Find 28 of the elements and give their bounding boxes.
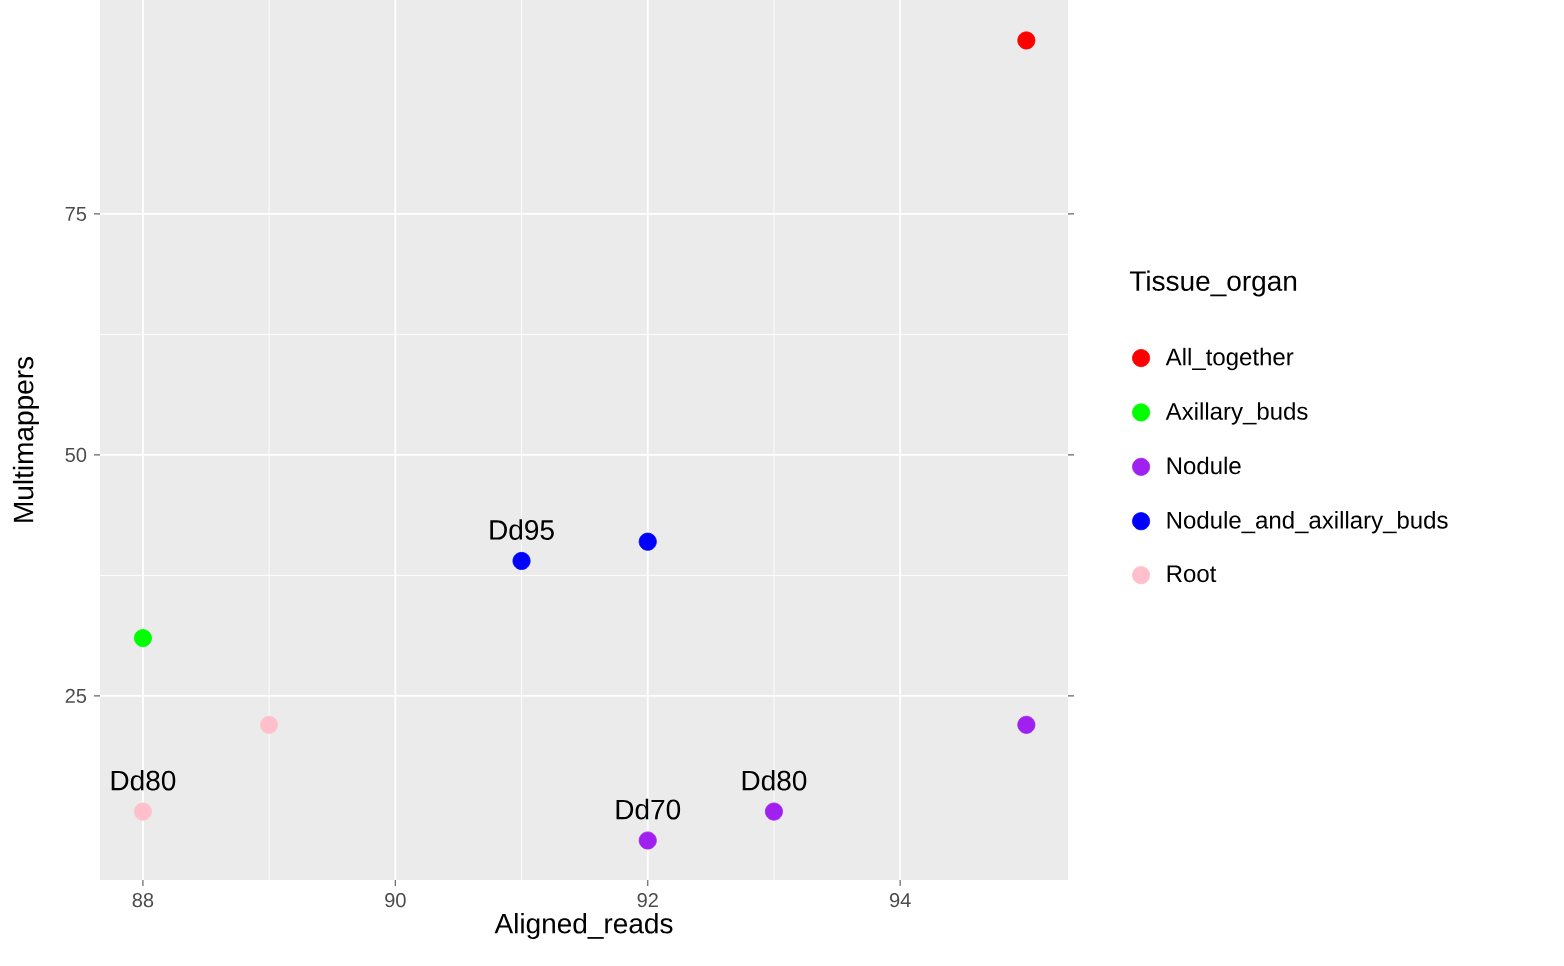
point [133, 802, 152, 821]
y-axis-title: Multimappers [12, 357, 39, 522]
annotation: Dd80 [111, 769, 176, 791]
x-tick-label: 88 [132, 893, 154, 908]
y-tick-label: 75 [65, 206, 87, 221]
legend-label: Axillary_buds [1165, 402, 1308, 425]
x-tick-label: 94 [889, 893, 911, 908]
legend-label: Nodule_and_axillary_buds [1167, 511, 1448, 534]
point [638, 532, 657, 551]
x-axis-title: Aligned_reads [494, 912, 673, 940]
legend-label: Nodule [1167, 456, 1241, 475]
y-tick-label: 25 [65, 688, 87, 703]
point [260, 715, 279, 734]
x-tick-label: 92 [637, 893, 658, 908]
x-tick-label: 90 [385, 893, 406, 908]
legend-title: Tissue_organ [1129, 270, 1297, 297]
point [638, 831, 657, 850]
legend-label: All_together [1165, 347, 1294, 371]
annotation: Dd95 [490, 519, 554, 540]
point [764, 802, 783, 821]
annotation: Dd70 [616, 798, 681, 820]
point [133, 629, 152, 648]
legend-label: Root [1167, 565, 1217, 583]
y-tick-label: 50 [65, 447, 87, 463]
point [512, 551, 531, 570]
point [1017, 715, 1036, 734]
annotation: Dd80 [742, 769, 807, 791]
point [1017, 31, 1036, 50]
